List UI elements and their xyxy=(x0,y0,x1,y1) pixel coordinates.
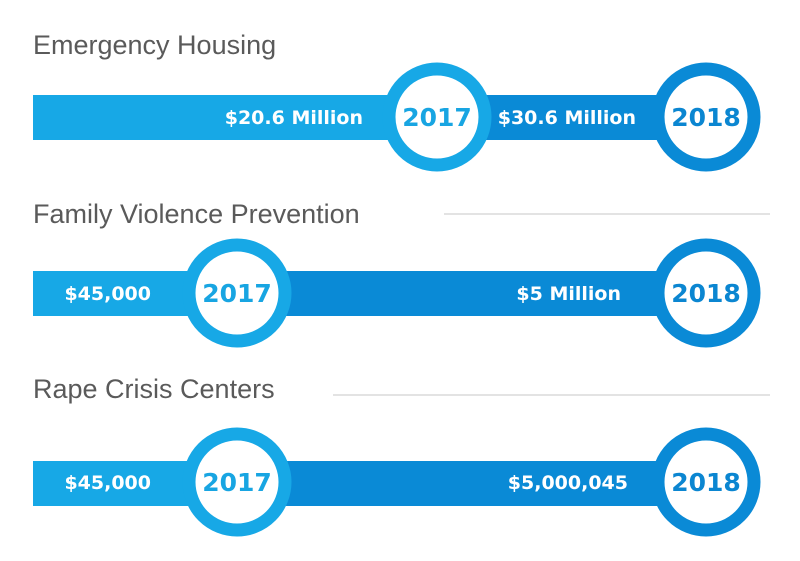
year-label-2018: 2018 xyxy=(671,468,741,497)
year-circle-2017 xyxy=(182,427,292,537)
year-label-2018: 2018 xyxy=(671,279,741,308)
year-label-2017: 2017 xyxy=(202,468,272,497)
amount-label-2018: $5 Million xyxy=(516,283,621,305)
category-title: Rape Crisis Centers xyxy=(33,374,275,404)
amount-label-2017: $20.6 Million xyxy=(225,107,363,129)
amount-label-2018: $30.6 Million xyxy=(498,107,636,129)
year-circle-2017 xyxy=(382,62,492,172)
year-circle-2017 xyxy=(182,238,292,348)
year-circle-2018 xyxy=(651,427,761,537)
bar-segment-2018 xyxy=(237,271,706,316)
category-row-1: Emergency Housing 2017 2018 $20.6 Million $3… xyxy=(33,30,761,172)
amount-label-2017: $45,000 xyxy=(64,283,151,305)
category-title: Family Violence Prevention xyxy=(33,199,360,229)
category-row-3: Rape Crisis Centers 2017 2018 $45,000 $5,000… xyxy=(33,374,770,537)
year-label-2017: 2017 xyxy=(402,103,472,132)
bar-segment-2017 xyxy=(33,95,437,140)
year-circle-2018 xyxy=(651,238,761,348)
amount-label-2017: $45,000 xyxy=(64,472,151,494)
category-title: Emergency Housing xyxy=(33,30,276,60)
year-label-2017: 2017 xyxy=(202,279,272,308)
year-label-2018: 2018 xyxy=(671,103,741,132)
year-circle-2018 xyxy=(651,62,761,172)
amount-label-2018: $5,000,045 xyxy=(508,472,628,494)
bar-segment-2018 xyxy=(237,461,706,506)
category-row-2: Family Violence Prevention 2017 2018 $45,00… xyxy=(33,199,770,348)
